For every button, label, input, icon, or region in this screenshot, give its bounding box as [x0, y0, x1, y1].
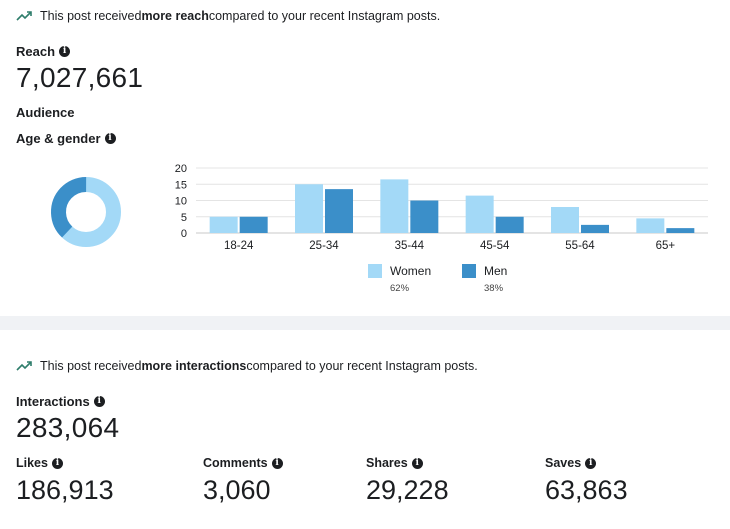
- x-tick-label: 65+: [656, 240, 676, 252]
- legend-women[interactable]: Women 62%: [368, 264, 432, 294]
- metric-shares-value: 29,228: [366, 475, 449, 505]
- y-tick-label: 15: [175, 179, 187, 191]
- bar-men-45-54: [495, 216, 524, 233]
- info-icon[interactable]: i: [585, 457, 597, 469]
- bar-women-35-44: [380, 179, 409, 233]
- bar-men-25-34: [325, 189, 353, 233]
- legend-women-label: Women: [390, 264, 432, 278]
- banner-text-prefix: This post received: [40, 359, 142, 373]
- interactions-label: Interactions: [16, 394, 90, 409]
- reach-label-row: Reach i: [16, 44, 71, 59]
- y-tick-label: 5: [181, 212, 187, 224]
- info-icon[interactable]: i: [411, 457, 423, 469]
- bar-women-18-24: [209, 216, 238, 233]
- bar-men-35-44: [410, 200, 439, 233]
- y-tick-label: 0: [181, 228, 187, 240]
- legend-men[interactable]: Men 38%: [462, 264, 508, 294]
- interactions-value: 283,064: [16, 412, 120, 443]
- metric-likes-label: Likes: [16, 456, 48, 470]
- banner-text-suffix: compared to your recent Instagram posts.: [246, 359, 478, 373]
- trending-up-icon: [16, 361, 32, 371]
- trending-up-icon: [16, 11, 32, 21]
- metric-comments: Comments i 3,060: [203, 456, 283, 506]
- legend-women-swatch: [368, 264, 382, 278]
- bar-men-65+: [666, 228, 695, 233]
- bar-women-25-34: [295, 184, 323, 233]
- audience-heading: Audience: [16, 105, 75, 120]
- info-icon[interactable]: i: [104, 133, 116, 144]
- x-tick-label: 45-54: [480, 240, 510, 252]
- metric-comments-value: 3,060: [203, 475, 271, 505]
- interactions-card: [0, 330, 730, 529]
- reach-label: Reach: [16, 44, 56, 59]
- bar-women-45-54: [465, 195, 494, 233]
- bar-women-55-64: [551, 207, 579, 233]
- age-gender-label: Age & gender: [16, 131, 101, 146]
- legend-men-swatch: [462, 264, 476, 278]
- banner-text-bold: more reach: [141, 9, 209, 23]
- legend-women-pct: 62%: [390, 283, 410, 294]
- legend-men-label: Men: [484, 264, 508, 278]
- reach-comparison-banner: This post received more reach compared t…: [16, 9, 440, 23]
- metric-likes-value: 186,913: [16, 475, 114, 505]
- x-tick-label: 55-64: [565, 240, 595, 252]
- banner-text-prefix: This post received: [40, 9, 142, 23]
- metric-shares-label: Shares: [366, 456, 408, 470]
- y-tick-label: 20: [175, 163, 187, 175]
- interactions-label-row: Interactions i: [16, 394, 105, 409]
- x-tick-label: 18-24: [224, 240, 254, 252]
- x-tick-label: 25-34: [309, 240, 339, 252]
- metric-comments-label: Comments: [203, 456, 268, 470]
- info-icon[interactable]: i: [59, 46, 71, 57]
- info-icon[interactable]: i: [271, 457, 283, 469]
- metric-saves-value: 63,863: [545, 475, 628, 505]
- reach-card: This post received more reach compared t…: [0, 0, 730, 316]
- age-gender-bar-chart: 0 5 10 15 20 18-24 25-34 35-44 45-54 55-64 65+: [175, 163, 708, 252]
- reach-value: 7,027,661: [16, 62, 144, 93]
- banner-text-bold: more interactions: [141, 359, 247, 373]
- legend-men-pct: 38%: [484, 283, 504, 294]
- metric-saves-label: Saves: [545, 456, 582, 470]
- age-gender-label-row: Age & gender i: [16, 131, 116, 146]
- interactions-comparison-banner: This post received more interactions com…: [16, 359, 478, 373]
- x-tick-label: 35-44: [395, 240, 425, 252]
- banner-text-suffix: compared to your recent Instagram posts.: [208, 9, 441, 23]
- bar-men-18-24: [239, 216, 268, 233]
- info-icon[interactable]: i: [51, 457, 63, 469]
- donut-men-segment: [51, 177, 122, 247]
- info-icon[interactable]: i: [93, 396, 105, 407]
- bar-men-55-64: [581, 224, 609, 233]
- metric-likes: Likes i 186,913: [16, 456, 114, 506]
- gender-donut-chart: [51, 177, 122, 247]
- metric-saves: Saves i 63,863: [545, 456, 628, 506]
- y-tick-label: 10: [175, 196, 187, 208]
- bar-women-65+: [636, 218, 665, 233]
- metric-shares: Shares i 29,228: [366, 456, 449, 506]
